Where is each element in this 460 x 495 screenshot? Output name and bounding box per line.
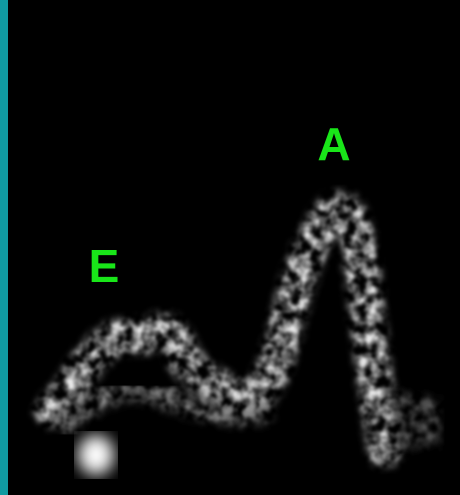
side-bar [0,0,8,495]
noise-patch [395,390,440,450]
doppler-image: E A [0,0,460,495]
e-wave-label: E [89,240,120,292]
a-wave-label: A [317,118,350,170]
page: E A (() => { const data = JSON.parse(doc… [0,0,460,495]
bright-spot [78,435,114,475]
